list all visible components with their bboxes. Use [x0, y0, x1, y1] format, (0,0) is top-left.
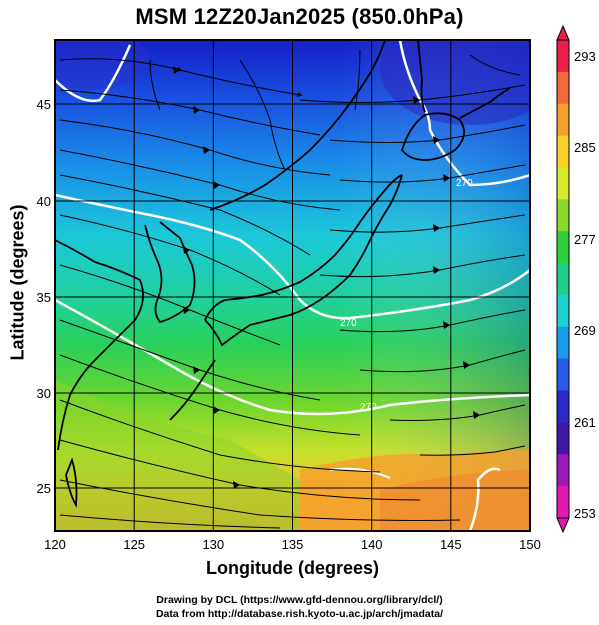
plot-frame — [54, 39, 531, 532]
colorbar-segment — [557, 71, 569, 105]
colorbar-segment — [557, 486, 569, 519]
x-axis-label: Longitude (degrees) — [205, 558, 379, 578]
x-axis: 120 125 130 135 140 145 150 — [44, 537, 541, 552]
colorbar-segment — [557, 263, 569, 296]
colorbar-label: 277 — [574, 232, 596, 247]
colorbar-segment — [557, 135, 569, 168]
y-tick-label: 30 — [37, 386, 51, 401]
contour-label: 270 — [360, 402, 377, 413]
colorbar-label: 261 — [574, 415, 596, 430]
colorbar-segment — [557, 422, 569, 455]
credit-data: Data from http://database.rish.kyoto-u.a… — [155, 608, 444, 620]
colorbar-segment — [557, 231, 569, 264]
colorbar-label: 269 — [574, 323, 596, 338]
colorbar-top-arrow — [556, 24, 570, 41]
colorbar-segment — [557, 40, 569, 73]
temperature-field: 270 270 270 — [55, 40, 530, 531]
x-tick-label: 120 — [44, 537, 66, 552]
colorbar-segment — [557, 199, 569, 232]
contour-label: 270 — [340, 318, 357, 329]
colorbar-frame — [556, 39, 570, 519]
y-tick-label: 40 — [37, 194, 51, 209]
colorbar-segments — [557, 40, 569, 519]
lat-lon-grid — [55, 40, 530, 531]
colorbar-segment — [557, 358, 569, 392]
x-tick-label: 150 — [519, 537, 541, 552]
colorbar-label: 285 — [574, 140, 596, 155]
y-tick-label: 25 — [37, 481, 51, 496]
colorbar-segment — [557, 294, 569, 328]
colorbar-bottom-arrow — [556, 517, 570, 534]
streamline-arrows — [173, 66, 480, 489]
colorbar-label: 293 — [574, 49, 596, 64]
chart-title: MSM 12Z20Jan2025 (850.0hPa) — [135, 4, 464, 29]
credit-drawing: Drawing by DCL (https://www.gfd-dennou.o… — [156, 594, 443, 606]
y-tick-label: 45 — [37, 97, 51, 112]
coastlines — [55, 40, 511, 508]
colorbar-segment — [557, 454, 569, 487]
y-axis: 25 30 35 40 45 — [37, 97, 51, 496]
colorbar-segment — [557, 326, 569, 360]
colorbar-segment — [557, 167, 569, 200]
colorbar-segment — [557, 103, 569, 137]
x-tick-label: 140 — [361, 537, 383, 552]
colorbar-label: 253 — [574, 506, 596, 521]
colorbar-segment — [557, 390, 569, 423]
x-tick-label: 130 — [202, 537, 224, 552]
x-tick-label: 135 — [282, 537, 304, 552]
x-tick-label: 145 — [440, 537, 462, 552]
x-tick-label: 125 — [123, 537, 145, 552]
colorbar: 293 285 277 269 261 253 — [556, 24, 596, 534]
y-tick-label: 35 — [37, 290, 51, 305]
contour-label: 270 — [456, 178, 473, 189]
y-axis-label: Latitude (degrees) — [7, 204, 28, 361]
